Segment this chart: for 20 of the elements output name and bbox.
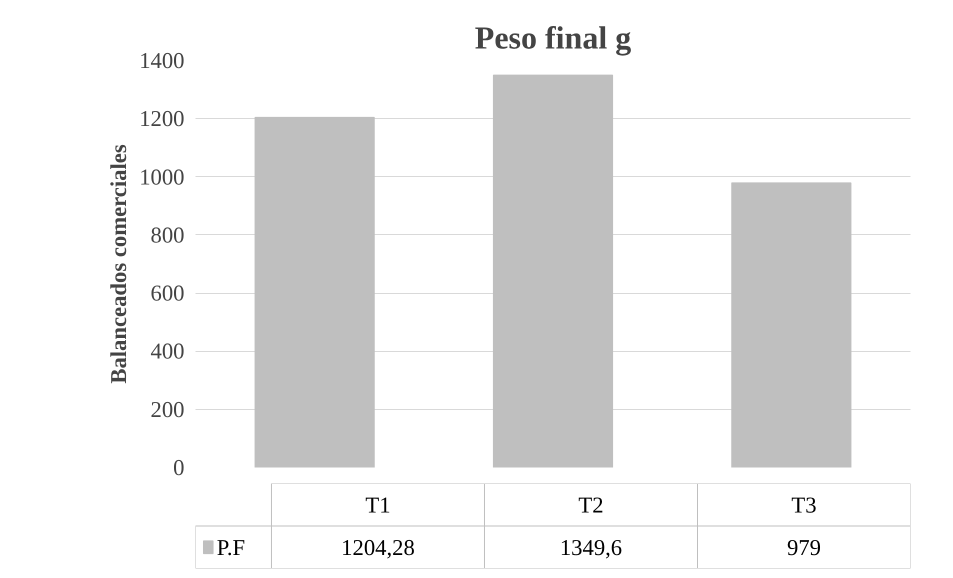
y-tick-label: 1200 — [139, 106, 184, 132]
legend-label: P.F — [216, 534, 246, 560]
bar — [731, 182, 852, 468]
y-tick-label: 0 — [173, 455, 184, 480]
y-tick-label: 200 — [150, 396, 184, 422]
y-tick-label: 600 — [150, 280, 184, 306]
y-tick-label: 400 — [150, 338, 184, 364]
y-tick-label: 1000 — [139, 164, 184, 190]
chart-title: Peso final g — [474, 20, 632, 56]
data-label: 1204,28 — [341, 534, 415, 560]
x-tick-label: T2 — [578, 492, 604, 518]
y-tick-label: 1400 — [139, 48, 184, 73]
x-tick-label: T1 — [365, 492, 391, 518]
y-axis-title: Balanceados comerciales — [106, 144, 132, 384]
bar — [254, 116, 375, 468]
bar — [492, 74, 614, 468]
y-tick-label: 800 — [150, 222, 184, 248]
data-label: 979 — [787, 534, 821, 560]
x-tick-label: T3 — [791, 492, 817, 518]
data-label: 1349,6 — [560, 534, 622, 560]
